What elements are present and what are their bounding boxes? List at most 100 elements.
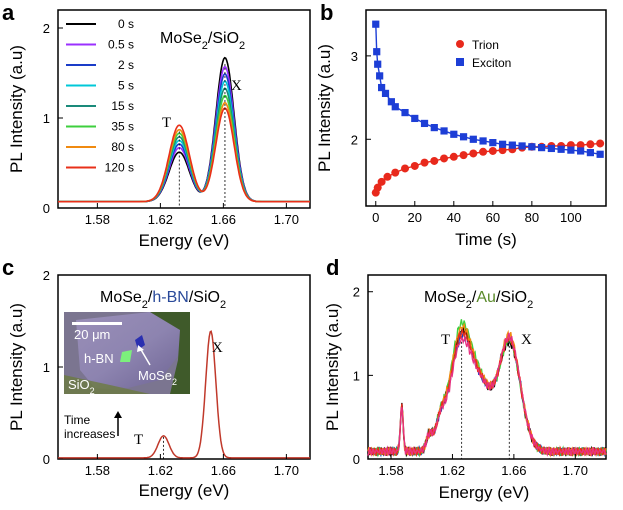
y-tick-label: 2 xyxy=(43,21,50,36)
x-tick-label: 1.70 xyxy=(274,463,299,478)
exciton-point xyxy=(401,108,409,117)
exciton-point xyxy=(381,89,390,98)
inset-flake xyxy=(76,312,190,390)
x-tick-label: 0 xyxy=(372,210,379,225)
exciton-point xyxy=(479,137,487,145)
legend-a: 0 s 0.5 s 2 s 5 s 15 s 35 s 80 s 120 s xyxy=(66,17,134,175)
exciton-point xyxy=(374,60,382,68)
series-line xyxy=(58,56,310,203)
x-tick-label: 1.70 xyxy=(563,463,588,478)
legend-label: 35 s xyxy=(111,120,134,134)
ticks-d: 1.58 1.62 1.66 1.70 0 1 2 xyxy=(353,285,588,478)
exciton-point xyxy=(577,147,585,155)
exciton-point xyxy=(557,145,565,153)
trion-point xyxy=(401,164,410,173)
x-axis-label-a: Energy (eV) xyxy=(139,231,230,250)
exciton-point xyxy=(372,20,380,28)
trion-point xyxy=(420,158,429,167)
inset-green-spot xyxy=(120,350,132,362)
legend-label: 80 s xyxy=(111,140,134,154)
y-tick-label: 3 xyxy=(351,49,358,64)
x-tick-label: 1.62 xyxy=(148,463,173,478)
legend-label: Trion xyxy=(472,38,499,52)
annotation-trion-c: T xyxy=(134,432,143,448)
exciton-point xyxy=(450,130,458,138)
panel-c: 1.58 1.62 1.66 1.70 0 1 2 MoSe2/h-BN/SiO2 20 μ… xyxy=(7,268,311,500)
exciton-point xyxy=(376,72,384,80)
panel-letter-d: d xyxy=(326,255,339,280)
x-tick-label: 1.70 xyxy=(274,212,299,227)
annotation-trion-d: T xyxy=(441,332,450,348)
inset-pointer-head xyxy=(137,345,144,352)
annotation-exciton-c: X xyxy=(212,340,223,356)
inset-label-sio2: SiO2 xyxy=(68,377,95,396)
exciton-point xyxy=(508,141,516,149)
series-line xyxy=(58,107,310,203)
trion-point xyxy=(373,183,382,192)
panel-letter-a: a xyxy=(2,0,15,25)
y-tick-label: 1 xyxy=(353,368,360,383)
y-tick-label: 2 xyxy=(351,132,358,147)
exciton-point xyxy=(469,135,477,143)
legend-label: Exciton xyxy=(472,56,511,70)
x-tick-label: 80 xyxy=(525,210,539,225)
trion-point xyxy=(498,146,507,155)
trion-point xyxy=(469,149,478,158)
annotation-exciton-d: X xyxy=(521,332,532,348)
legend-marker-exciton xyxy=(456,58,464,66)
y-tick-label: 1 xyxy=(43,111,50,126)
ticks-b: 0 20 40 60 80 100 2 3 xyxy=(351,49,582,225)
x-axis-label-c: Energy (eV) xyxy=(139,481,230,500)
inset-micrograph: 20 μm h-BN MoSe2 SiO2 xyxy=(64,312,190,396)
panel-letter-c: c xyxy=(2,255,14,280)
trion-point xyxy=(391,168,400,177)
series-group-a xyxy=(58,56,310,208)
trion-point xyxy=(449,152,458,161)
legend-label: 5 s xyxy=(118,79,134,93)
trion-point xyxy=(440,154,449,163)
exciton-point xyxy=(387,98,395,106)
legend-label: 2 s xyxy=(118,58,134,72)
exciton-point xyxy=(538,144,546,152)
annotation-exciton-a: X xyxy=(231,78,242,94)
legend-label: 0 s xyxy=(118,17,134,31)
scale-bar xyxy=(72,322,122,325)
x-tick-label: 1.62 xyxy=(440,463,465,478)
exciton-point xyxy=(567,146,575,154)
exciton-point xyxy=(373,48,381,56)
plot-frame-d xyxy=(367,274,607,460)
panel-letter-b: b xyxy=(320,0,333,25)
panel-a: 0 s 0.5 s 2 s 5 s 15 s 35 s 80 s 120 s 1.58 1.62… xyxy=(7,9,311,250)
exciton-point xyxy=(489,139,497,147)
chart-title-c: MoSe2/h-BN/SiO2 xyxy=(100,289,226,311)
scale-bar-label: 20 μm xyxy=(74,327,110,342)
trion-point xyxy=(479,147,488,156)
inset-substrate xyxy=(64,375,150,394)
x-tick-label: 1.62 xyxy=(148,212,173,227)
trion-point xyxy=(377,177,386,186)
series-group-d xyxy=(367,319,607,459)
legend-b: Trion Exciton xyxy=(456,38,511,70)
exciton-point xyxy=(498,140,507,148)
trion-point xyxy=(383,172,392,181)
time-arrow-head xyxy=(114,411,122,418)
series-line xyxy=(367,332,607,458)
plot-frame-b xyxy=(365,9,607,207)
series-group-c xyxy=(58,330,310,459)
y-axis-label-a: PL Intensity (a.u) xyxy=(7,45,26,173)
exciton-point xyxy=(430,124,438,132)
exciton-point xyxy=(391,103,399,111)
inset-label-mose2: MoSe2 xyxy=(138,368,177,387)
exciton-point xyxy=(547,144,555,153)
exciton-point xyxy=(459,133,468,141)
trion-point xyxy=(596,139,605,148)
series-line xyxy=(58,330,310,459)
trion-point xyxy=(488,146,497,155)
y-tick-label: 0 xyxy=(43,452,50,467)
y-axis-label-c: PL Intensity (a.u) xyxy=(7,303,26,431)
ticks-c: 1.58 1.62 1.66 1.70 0 1 2 xyxy=(43,268,299,478)
trion-point xyxy=(430,156,439,165)
legend-label: 0.5 s xyxy=(108,38,134,52)
panel-d: 1.58 1.62 1.66 1.70 0 1 2 MoSe2/Au/SiO2 T X En… xyxy=(323,274,607,502)
